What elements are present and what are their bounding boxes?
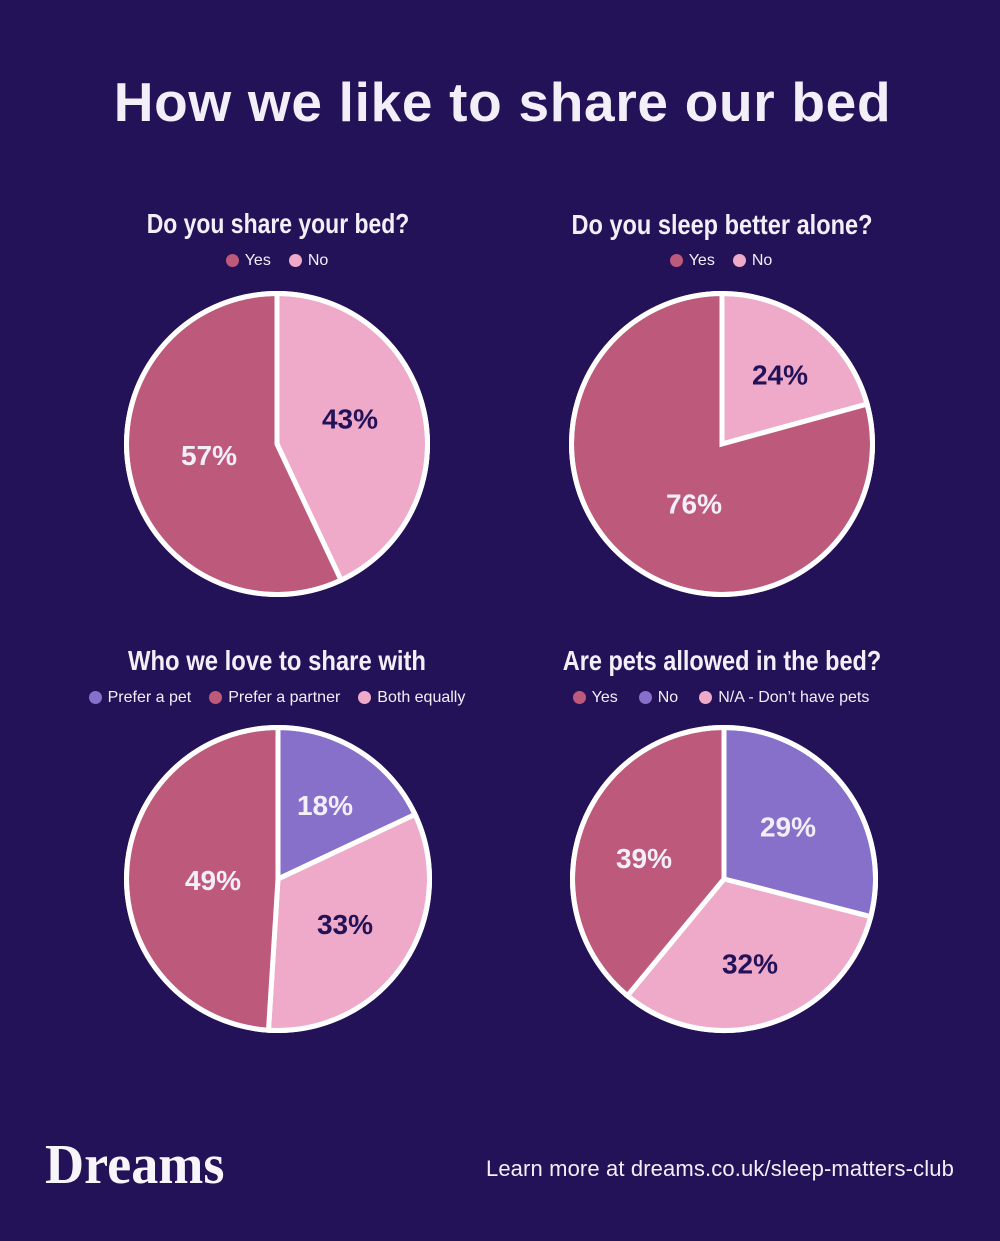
svg-text:29%: 29%	[759, 811, 815, 842]
svg-text:32%: 32%	[721, 948, 777, 979]
svg-text:18%: 18%	[296, 790, 352, 821]
svg-text:33%: 33%	[316, 909, 372, 940]
svg-text:39%: 39%	[615, 843, 671, 874]
svg-text:49%: 49%	[184, 865, 240, 896]
svg-text:57%: 57%	[181, 440, 237, 471]
svg-text:43%: 43%	[322, 403, 378, 434]
svg-text:24%: 24%	[752, 359, 808, 390]
svg-text:76%: 76%	[666, 488, 722, 519]
